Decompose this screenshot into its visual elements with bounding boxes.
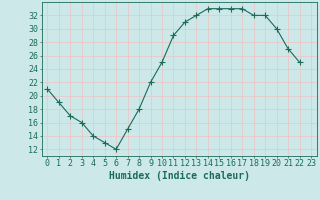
X-axis label: Humidex (Indice chaleur): Humidex (Indice chaleur) bbox=[109, 171, 250, 181]
